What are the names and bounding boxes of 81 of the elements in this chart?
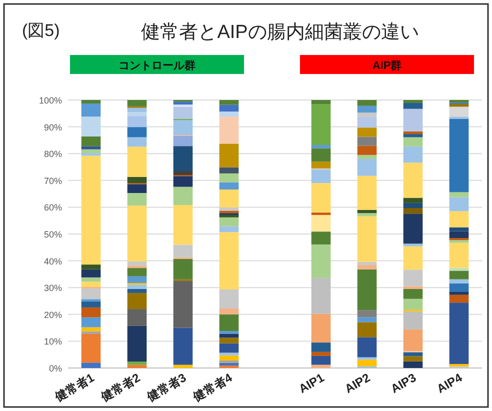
bar (311, 278, 331, 314)
bar (127, 137, 147, 147)
y-tick-label: 40% (44, 256, 62, 266)
bar (449, 100, 469, 103)
bar (357, 269, 377, 310)
x-tick-label: AIP4 (434, 370, 465, 396)
x-tick-label: 健常者2 (98, 370, 143, 404)
bar (81, 156, 101, 265)
bar (219, 112, 239, 117)
bar (311, 232, 331, 244)
bar (81, 327, 101, 332)
bar (219, 167, 239, 174)
y-tick-label: 70% (44, 176, 62, 186)
bar (403, 208, 423, 214)
y-tick-label: 50% (44, 230, 62, 240)
y-tick-label: 60% (44, 202, 62, 213)
bar (357, 310, 377, 318)
bar (357, 216, 377, 262)
bar (403, 100, 423, 103)
bar (81, 331, 101, 334)
bar (127, 309, 147, 326)
bar (403, 286, 423, 289)
bar (357, 136, 377, 146)
bar (449, 227, 469, 232)
bar (127, 146, 147, 177)
bar (311, 214, 331, 232)
y-tick-label: 90% (44, 122, 62, 132)
bar (127, 127, 147, 138)
bar (219, 116, 239, 144)
bar (173, 120, 193, 136)
bar (403, 311, 423, 330)
chart-title: 健常者とAIPの腸内細菌叢の違い (141, 22, 419, 43)
bar (403, 131, 423, 134)
bar (449, 279, 469, 284)
bar (127, 284, 147, 289)
y-tick-label: 20% (44, 310, 62, 320)
bar (173, 280, 193, 328)
x-tick-label: 健常者4 (190, 370, 235, 404)
bar (219, 182, 239, 190)
bar (219, 289, 239, 309)
bar (311, 356, 331, 365)
bar (127, 364, 147, 368)
bar (173, 136, 193, 146)
x-tick-label: AIP3 (388, 370, 419, 396)
text: コントロール群 (118, 59, 196, 72)
bar (403, 329, 423, 352)
bar (311, 183, 331, 213)
bar (403, 162, 423, 198)
bar (219, 331, 239, 334)
bar (219, 355, 239, 360)
x-tick-label: 健常者3 (144, 370, 189, 404)
bar (403, 102, 423, 109)
x-tick-label: AIP2 (342, 370, 373, 396)
bar (449, 270, 469, 280)
y-tick-label: 30% (44, 283, 62, 294)
bar (357, 116, 377, 128)
bar (127, 276, 147, 284)
y-tick-label: 100% (38, 96, 62, 106)
bar (127, 100, 147, 106)
bar (219, 104, 239, 112)
bar (449, 197, 469, 212)
bar (81, 103, 101, 117)
y-tick-label: 10% (44, 336, 62, 347)
bar (173, 328, 193, 365)
bar (219, 360, 239, 363)
bar (449, 106, 469, 117)
bar (311, 314, 331, 343)
bar (127, 261, 147, 266)
x-tick-label: AIP1 (296, 370, 327, 396)
bar (357, 100, 377, 106)
text: AIP群 (372, 59, 402, 72)
bar (173, 171, 193, 176)
bar (449, 211, 469, 228)
text: (図5) (22, 21, 60, 40)
bar (81, 153, 101, 156)
bar (311, 104, 331, 146)
bar (81, 282, 101, 288)
bar (403, 146, 423, 163)
bar (127, 116, 147, 128)
bar (219, 100, 239, 105)
y-tick-label: 80% (44, 149, 62, 160)
